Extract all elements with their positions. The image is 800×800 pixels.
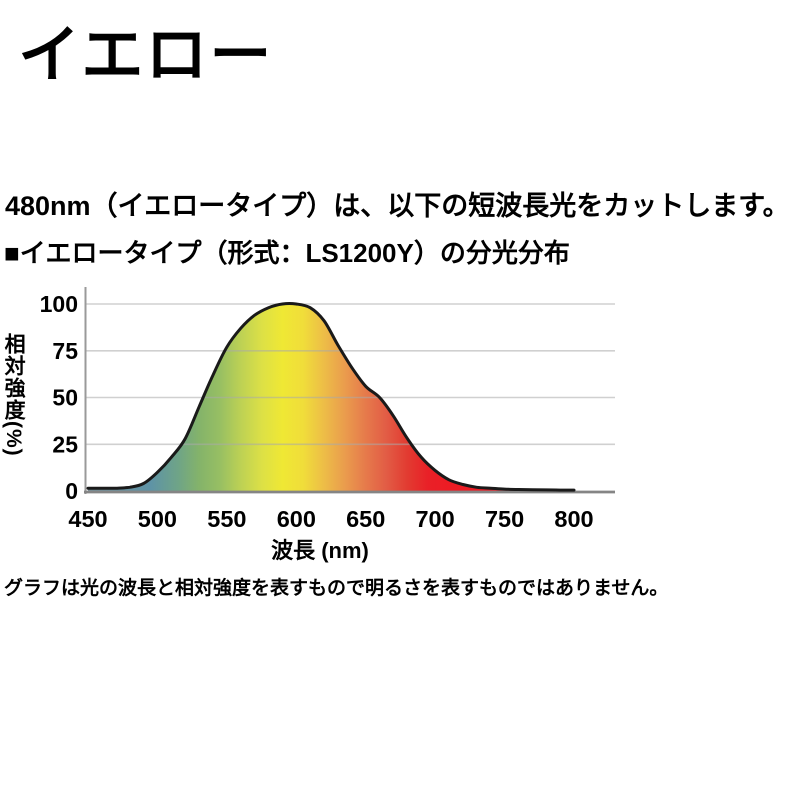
x-tick-label: 700 [415, 506, 454, 532]
x-tick-label: 450 [68, 506, 107, 532]
y-tick-label: 50 [52, 385, 78, 411]
y-tick-label: 25 [52, 431, 78, 457]
intro-text: 480nm（イエロータイプ）は、以下の短波長光をカットします。 [5, 191, 790, 221]
x-tick-label: 500 [138, 506, 177, 532]
spectral-distribution-chart: 相対強度(%) 0 25 50 75 100 450 500 550 600 650 700 750 8… [0, 283, 660, 573]
x-tick-label: 750 [485, 506, 524, 532]
x-tick-label: 650 [346, 506, 385, 532]
y-tick-label: 0 [65, 478, 78, 504]
y-tick-label: 75 [52, 338, 78, 364]
x-tick-label: 800 [554, 506, 593, 532]
x-axis-title: 波長 (nm) [271, 538, 369, 563]
x-tick-label: 600 [277, 506, 316, 532]
x-tick-label: 550 [207, 506, 246, 532]
section-heading: ■イエロータイプ（形式：LS1200Y）の分光分布 [4, 238, 570, 268]
spectrum-curve [86, 302, 576, 492]
chart-footnote: グラフは光の波長と相対強度を表すもので明るさを表すものではありません。 [4, 578, 669, 599]
page-title: イエロー [18, 21, 274, 90]
y-axis-title: 相対強度(%) [2, 333, 26, 457]
y-tick-label: 100 [40, 291, 78, 317]
chart-canvas: 0 25 50 75 100 450 500 550 600 650 700 750 800 [40, 287, 615, 532]
